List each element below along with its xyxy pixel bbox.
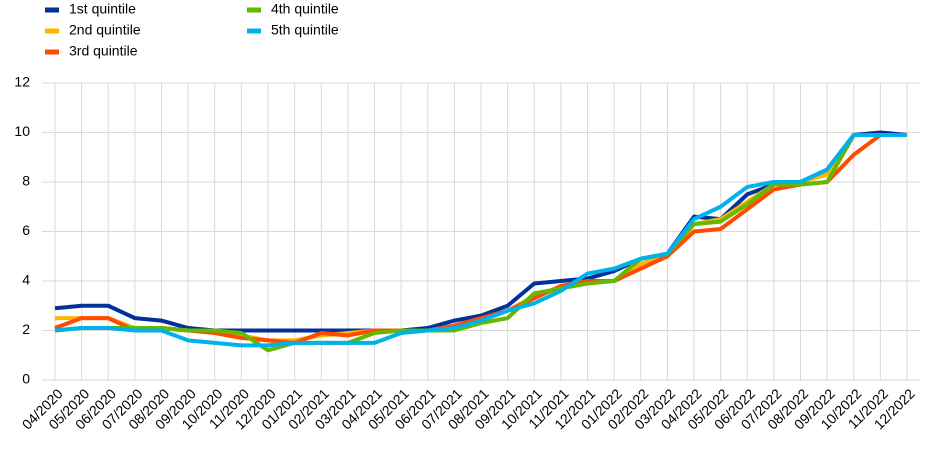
legend-label: 3rd quintile [69,43,138,59]
y-tick-label: 12 [14,74,30,90]
legend-label: 1st quintile [69,1,136,17]
y-tick-label: 4 [22,272,30,288]
y-tick-label: 0 [22,371,30,387]
series-line [54,132,907,348]
legend-label: 4th quintile [271,1,339,17]
legend-label: 2nd quintile [69,22,141,38]
y-tick-label: 8 [22,173,30,189]
legend-label: 5th quintile [271,22,339,38]
y-tick-label: 6 [22,222,30,238]
y-tick-label: 2 [22,321,30,337]
y-tick-label: 10 [14,123,30,139]
series-line [54,132,907,353]
